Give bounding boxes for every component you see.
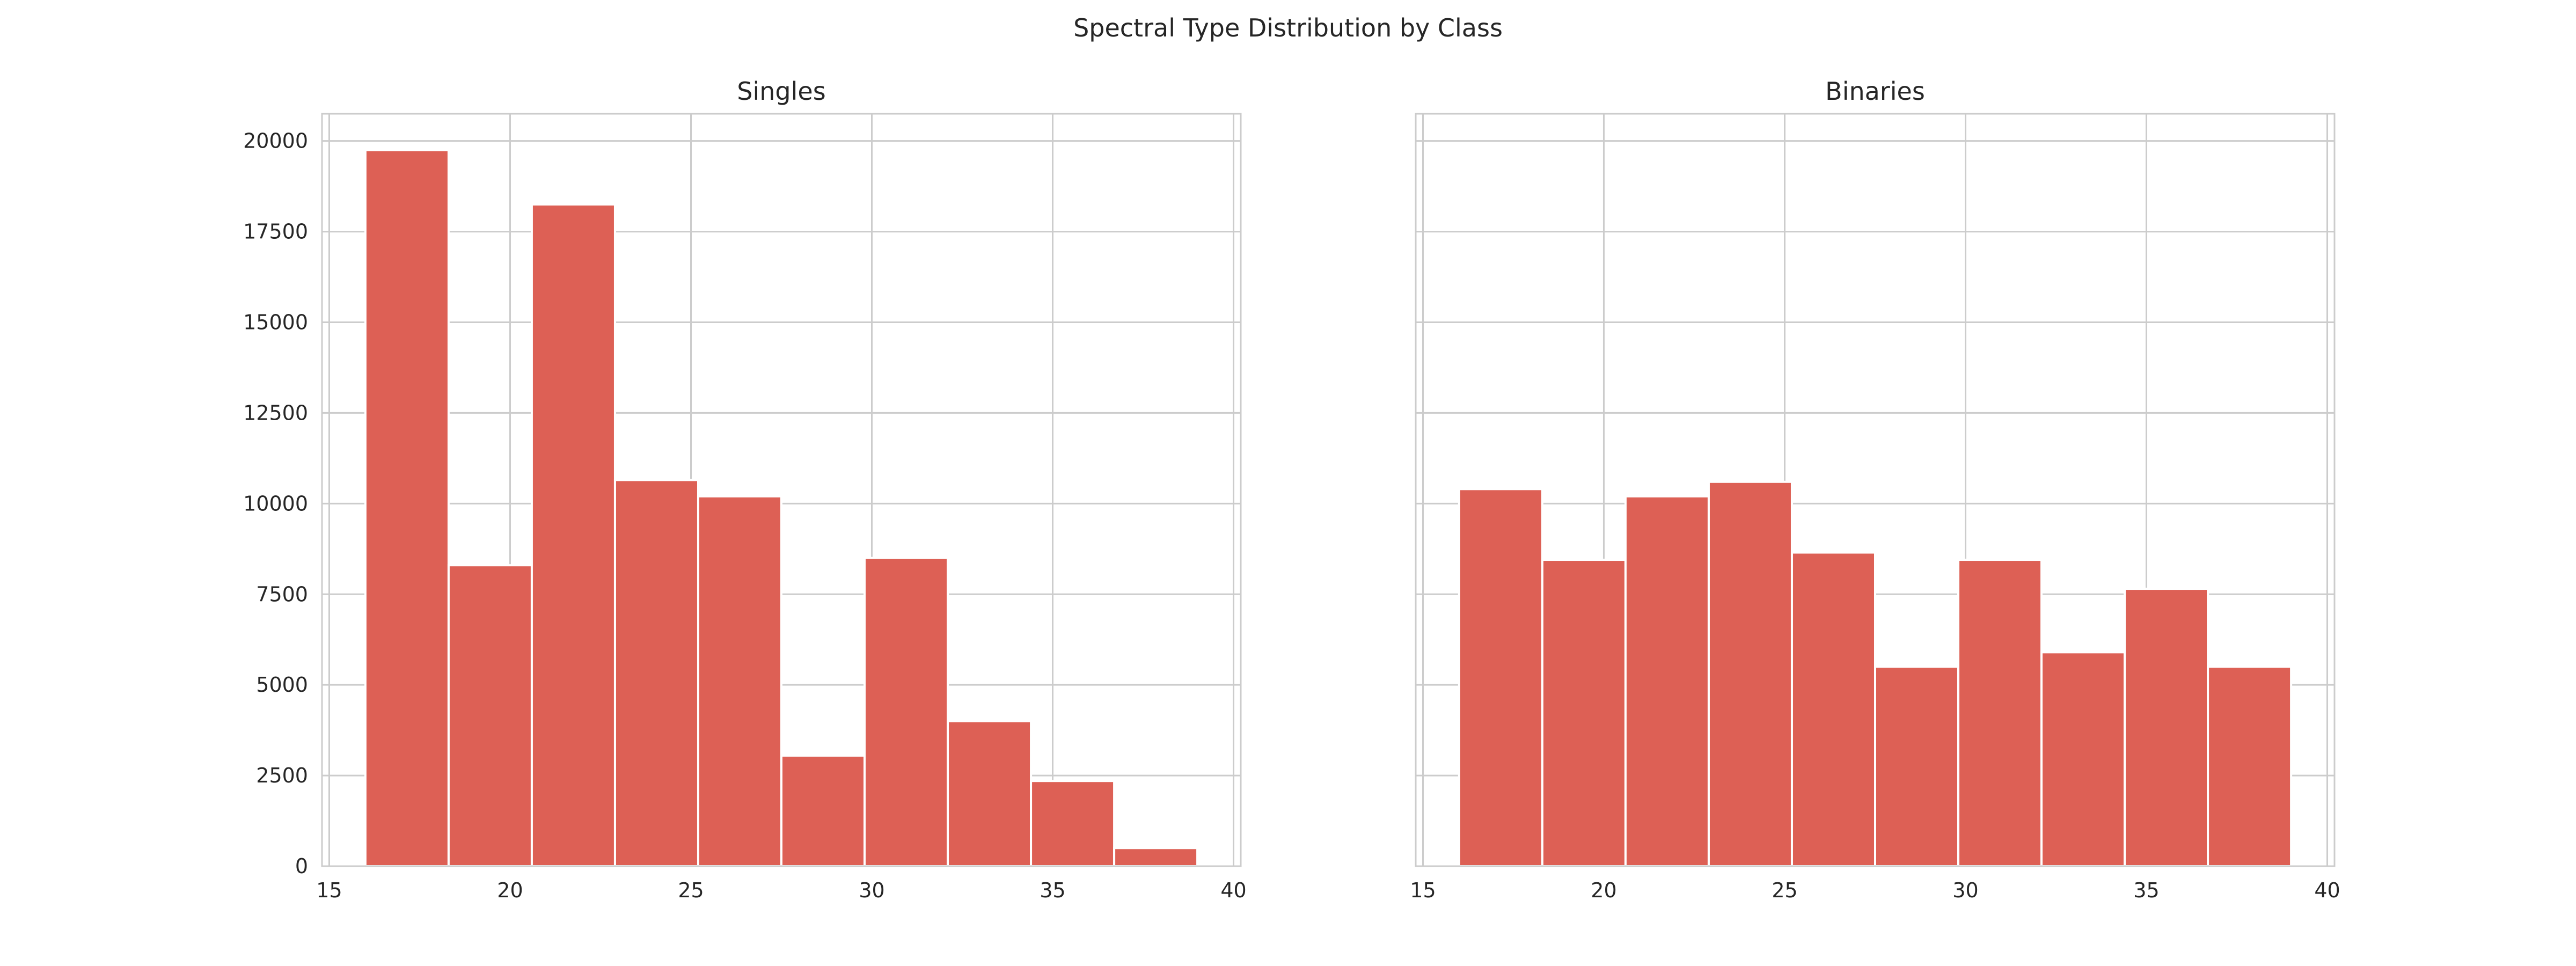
binaries-bars	[1458, 480, 2293, 867]
singles-bar	[947, 720, 1033, 868]
singles-y-tick-label: 10000	[243, 492, 308, 515]
singles-panel-title: Singles	[737, 77, 825, 106]
binaries-bar	[2124, 588, 2209, 867]
binaries-bar	[1707, 480, 1793, 867]
binaries-bar	[1957, 559, 2043, 867]
singles-x-tick-label: 40	[1220, 879, 1246, 902]
singles-plot-frame	[321, 113, 1242, 867]
singles-y-tick-label: 5000	[256, 673, 308, 697]
singles-bar	[1030, 780, 1116, 867]
singles-y-tick-label: 15000	[243, 311, 308, 334]
singles-y-tick-label: 2500	[256, 764, 308, 787]
binaries-plot-frame	[1415, 113, 2336, 867]
singles-x-tick-label: 35	[1040, 879, 1065, 902]
binaries-bar	[1790, 551, 1876, 867]
singles-bar	[530, 203, 616, 867]
panel-singles: 15 20 25 30 35 40 0 2500 5000 7500 10000 12500 1500…	[243, 77, 1247, 902]
singles-grid	[322, 114, 1241, 867]
singles-y-tick-label: 0	[295, 854, 308, 878]
singles-y-ticks: 0 2500 5000 7500 10000 12500 15000 17500 20000	[243, 129, 308, 878]
singles-bar	[447, 564, 533, 867]
singles-y-tick-label: 20000	[243, 129, 308, 153]
singles-y-tick-label: 12500	[243, 401, 308, 425]
figure-title: Spectral Type Distribution by Class	[1073, 13, 1503, 42]
binaries-panel-title: Binaries	[1825, 77, 1925, 106]
singles-bar	[613, 479, 699, 867]
singles-bars	[364, 149, 1199, 868]
binaries-bar	[1541, 559, 1627, 867]
singles-x-tick-label: 20	[497, 879, 523, 902]
singles-x-tick-label: 15	[316, 879, 342, 902]
binaries-x-tick-label: 30	[1952, 879, 1978, 902]
binaries-x-tick-label: 15	[1410, 879, 1436, 902]
singles-y-tick-label: 17500	[243, 220, 308, 244]
binaries-spines	[1415, 113, 2336, 867]
panel-binaries: 15 20 25 30 35 40 Binaries	[1410, 77, 2340, 902]
binaries-bar	[2207, 665, 2293, 867]
singles-bar	[697, 495, 782, 867]
binaries-bar	[2040, 651, 2126, 867]
singles-bar	[780, 754, 866, 867]
binaries-x-tick-label: 25	[1772, 879, 1797, 902]
singles-bar	[364, 149, 450, 867]
singles-bar	[1113, 847, 1199, 868]
singles-y-tick-label: 7500	[256, 582, 308, 606]
singles-x-tick-label: 25	[678, 879, 704, 902]
singles-spines	[321, 113, 1242, 867]
singles-bar	[863, 557, 949, 867]
binaries-bar	[1458, 488, 1543, 867]
binaries-bar	[1624, 495, 1710, 867]
singles-x-ticks: 15 20 25 30 35 40	[316, 879, 1246, 902]
binaries-x-tick-label: 35	[2133, 879, 2159, 902]
binaries-bar	[1874, 665, 1960, 867]
singles-x-tick-label: 30	[859, 879, 884, 902]
binaries-x-ticks: 15 20 25 30 35 40	[1410, 879, 2340, 902]
binaries-x-tick-label: 40	[2314, 879, 2340, 902]
binaries-x-tick-label: 20	[1591, 879, 1616, 902]
